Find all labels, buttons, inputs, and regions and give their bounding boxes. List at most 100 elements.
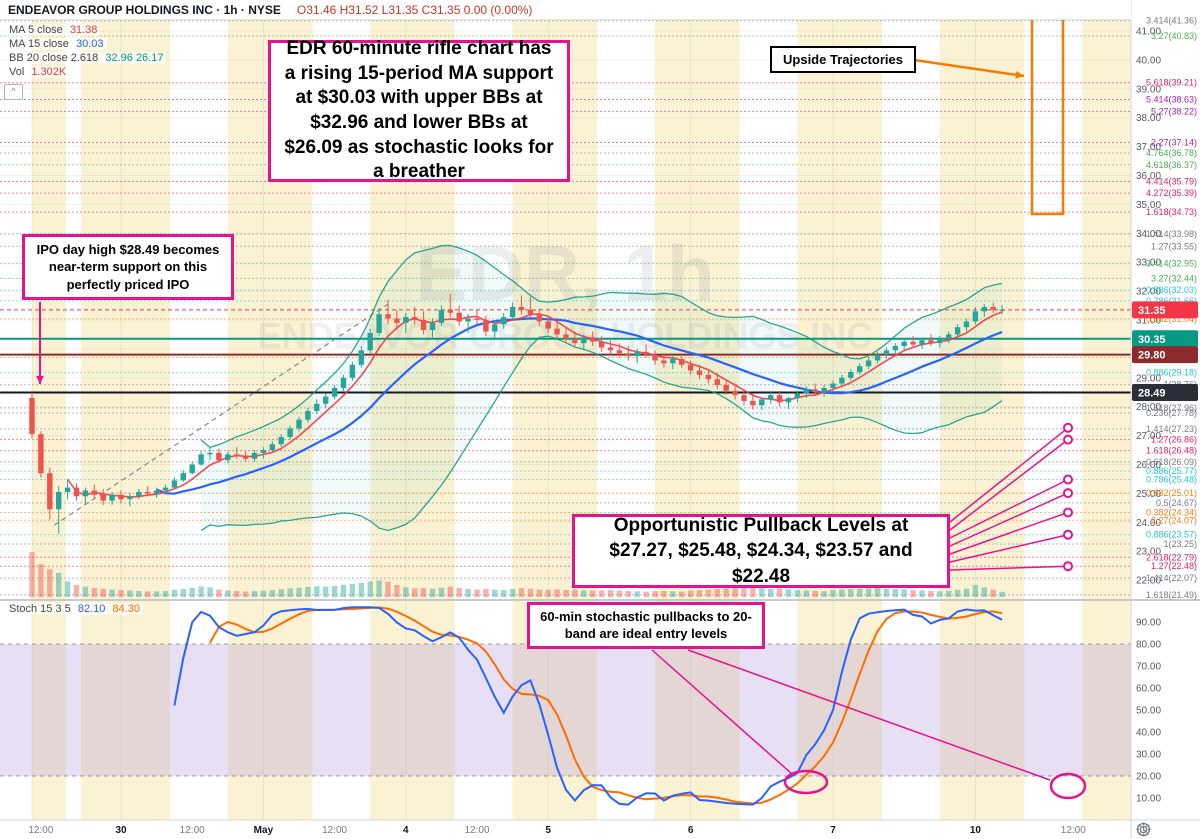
stoch-legend-label: Stoch 15 3 5 bbox=[9, 603, 71, 615]
legend-bb-label: BB 20 close 2.618 bbox=[9, 52, 99, 64]
pullback-level-dot bbox=[1063, 474, 1073, 485]
svg-text:12:00: 12:00 bbox=[28, 825, 53, 836]
legend-ma5[interactable]: MA 5 close 31.38 bbox=[6, 24, 101, 36]
svg-text:10: 10 bbox=[970, 825, 982, 836]
stochastic-k-line bbox=[173, 606, 1003, 806]
svg-text:1.618(27.96): 1.618(27.96) bbox=[1146, 403, 1197, 413]
svg-text:3.414(41.36): 3.414(41.36) bbox=[1146, 16, 1197, 26]
svg-text:1(23.25): 1(23.25) bbox=[1163, 539, 1197, 549]
svg-text:3.27(40.83): 3.27(40.83) bbox=[1151, 31, 1197, 41]
svg-text:12:00: 12:00 bbox=[322, 825, 347, 836]
annotation-pullback-note[interactable]: Opportunistic Pullback Levels at $27.27,… bbox=[572, 514, 950, 588]
svg-text:40.00: 40.00 bbox=[1136, 55, 1161, 66]
pullback-level-dot bbox=[1063, 434, 1073, 445]
pullback-level-dot bbox=[1063, 488, 1073, 499]
svg-text:1.27(26.86): 1.27(26.86) bbox=[1151, 435, 1197, 445]
symbol-title[interactable]: ENDEAVOR GROUP HOLDINGS INC · 1h · NYSE bbox=[8, 2, 281, 17]
candles-layer bbox=[29, 293, 1005, 534]
svg-text:30.35: 30.35 bbox=[1138, 334, 1166, 346]
svg-text:5.618(39.21): 5.618(39.21) bbox=[1146, 78, 1197, 88]
svg-text:0.886(23.57): 0.886(23.57) bbox=[1146, 530, 1197, 540]
pullback-level-dot bbox=[1063, 561, 1073, 572]
legend-volume-label: Vol bbox=[9, 66, 25, 78]
svg-text:5: 5 bbox=[545, 825, 551, 836]
svg-text:28.49: 28.49 bbox=[1138, 388, 1166, 400]
legend-volume-value: 1.302K bbox=[31, 66, 67, 78]
legend-bb[interactable]: BB 20 close 2.618 32.96 26.17 bbox=[6, 52, 167, 64]
stochastic-pane bbox=[0, 606, 1131, 806]
chevron-up-icon: ^ bbox=[11, 86, 16, 96]
svg-text:EDR, 1h: EDR, 1h bbox=[415, 229, 714, 317]
svg-text:1.414(33.98): 1.414(33.98) bbox=[1146, 229, 1197, 239]
annotation-ipo-note[interactable]: IPO day high $28.49 becomes near-term su… bbox=[22, 234, 234, 300]
svg-text:12:00: 12:00 bbox=[180, 825, 205, 836]
svg-text:50.00: 50.00 bbox=[1136, 706, 1161, 717]
svg-text:10.00: 10.00 bbox=[1136, 794, 1161, 805]
pullback-level-dot bbox=[1063, 422, 1073, 433]
svg-text:38.00: 38.00 bbox=[1136, 113, 1161, 124]
stoch-k-value: 82.10 bbox=[77, 603, 106, 615]
volume-layer bbox=[29, 552, 1005, 597]
ma15-line bbox=[156, 317, 1003, 495]
svg-text:60.00: 60.00 bbox=[1136, 684, 1161, 695]
bollinger-band bbox=[200, 244, 1003, 532]
svg-text:May: May bbox=[254, 825, 274, 836]
chart-header: ENDEAVOR GROUP HOLDINGS INC · 1h · NYSE … bbox=[0, 0, 1131, 20]
svg-text:34.00: 34.00 bbox=[1136, 229, 1161, 240]
svg-text:0.886(29.18): 0.886(29.18) bbox=[1146, 368, 1197, 378]
price-badges: 31.35 30.35 29.80 28.49 bbox=[1132, 301, 1198, 402]
svg-text:1.414(22.07): 1.414(22.07) bbox=[1146, 573, 1197, 583]
annotation-main-note[interactable]: EDR 60-minute rifle chart has a rising 1… bbox=[268, 38, 570, 182]
svg-text:36.00: 36.00 bbox=[1136, 171, 1161, 182]
svg-text:0.5(24.67): 0.5(24.67) bbox=[1156, 498, 1197, 508]
svg-text:26.00: 26.00 bbox=[1136, 460, 1161, 471]
svg-text:4.272(35.39): 4.272(35.39) bbox=[1146, 188, 1197, 198]
svg-text:4.764(36.78): 4.764(36.78) bbox=[1146, 148, 1197, 158]
svg-text:0.886(32.03): 0.886(32.03) bbox=[1146, 285, 1197, 295]
svg-text:0.382(24.34): 0.382(24.34) bbox=[1146, 507, 1197, 517]
svg-text:29.00: 29.00 bbox=[1136, 373, 1161, 384]
svg-text:0.886(25.77): 0.886(25.77) bbox=[1146, 466, 1197, 476]
svg-text:3.27(32.44): 3.27(32.44) bbox=[1151, 273, 1197, 283]
legend-ma15-value: 30.03 bbox=[75, 38, 104, 50]
svg-text:25.00: 25.00 bbox=[1136, 489, 1161, 500]
svg-text:23.00: 23.00 bbox=[1136, 547, 1161, 558]
connector-lines bbox=[36, 58, 1051, 781]
settings-gear-icon[interactable] bbox=[1136, 822, 1151, 837]
stoch-d-value: 84.30 bbox=[112, 603, 140, 615]
svg-text:12:00: 12:00 bbox=[1061, 825, 1086, 836]
svg-text:90.00: 90.00 bbox=[1136, 618, 1161, 629]
legend-volume[interactable]: Vol 1.302K bbox=[6, 66, 70, 78]
stoch-axis: 90.00 80.00 70.00 60.00 50.00 40.00 30.00 20.00… bbox=[1136, 618, 1161, 805]
axis-corner-icons bbox=[1136, 822, 1198, 838]
svg-text:32.00: 32.00 bbox=[1136, 287, 1161, 298]
svg-text:24.00: 24.00 bbox=[1136, 518, 1161, 529]
ma5-line bbox=[66, 311, 1003, 498]
svg-text:4: 4 bbox=[403, 825, 409, 836]
svg-text:0.786(31.66): 0.786(31.66) bbox=[1146, 296, 1197, 306]
svg-text:2.27(24.07): 2.27(24.07) bbox=[1151, 515, 1197, 525]
svg-text:1.414(27.23): 1.414(27.23) bbox=[1146, 424, 1197, 434]
ohlc-readout: O31.46 H31.52 L31.35 C31.35 0.00 (0.00%) bbox=[296, 2, 533, 17]
annotation-stoch-note[interactable]: 60-min stochastic pullbacks to 20-band a… bbox=[527, 602, 765, 649]
svg-text:2.618(22.79): 2.618(22.79) bbox=[1146, 552, 1197, 562]
svg-text:1.618(26.48): 1.618(26.48) bbox=[1146, 446, 1197, 456]
svg-text:0.882(31.04): 0.882(31.04) bbox=[1146, 314, 1197, 324]
legend-ma15[interactable]: MA 15 close 30.03 bbox=[6, 38, 107, 50]
svg-text:1.618(34.73): 1.618(34.73) bbox=[1146, 207, 1197, 217]
svg-text:31.00: 31.00 bbox=[1136, 315, 1161, 326]
svg-text:35.00: 35.00 bbox=[1136, 200, 1161, 211]
svg-text:31.35: 31.35 bbox=[1138, 305, 1166, 317]
svg-text:20.00: 20.00 bbox=[1136, 772, 1161, 783]
legend-ma5-value: 31.38 bbox=[69, 24, 98, 36]
annotation-upside-trajectories[interactable]: Upside Trajectories bbox=[770, 46, 916, 73]
svg-text:30: 30 bbox=[115, 825, 127, 836]
svg-text:1.27(22.48): 1.27(22.48) bbox=[1151, 561, 1197, 571]
pullback-level-dot bbox=[1063, 507, 1073, 518]
collapse-indicators-button[interactable]: ^ bbox=[4, 84, 23, 100]
svg-text:3.414(32.95): 3.414(32.95) bbox=[1146, 259, 1197, 269]
stoch-legend[interactable]: Stoch 15 3 5 82.10 84.30 bbox=[6, 603, 143, 615]
